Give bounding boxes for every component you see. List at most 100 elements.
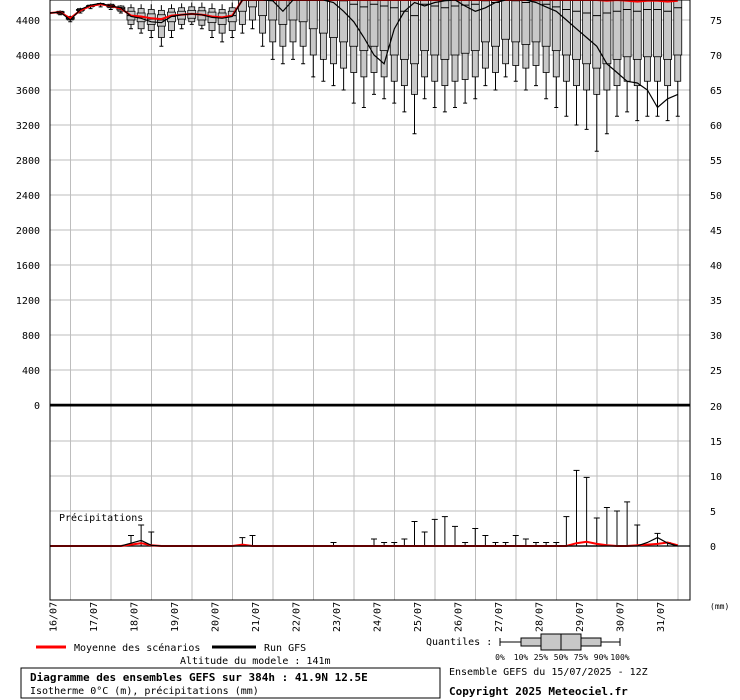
date-tick-label: 23/07 xyxy=(332,602,343,632)
precipitation-label: Précipitations xyxy=(59,512,143,524)
box-inner xyxy=(278,0,288,25)
box-inner xyxy=(339,0,349,43)
isotherm-box xyxy=(430,0,440,108)
isotherm-tick-label: 2000 xyxy=(16,226,40,237)
isotherm-tick-label: 2400 xyxy=(16,191,40,202)
quantile-label: 100% xyxy=(610,653,629,662)
precip-whisker xyxy=(452,525,458,546)
isotherm-box xyxy=(582,0,592,130)
box-outer xyxy=(289,0,297,43)
box-outer xyxy=(269,0,277,43)
isotherm-box xyxy=(308,0,318,78)
isotherm-box xyxy=(258,0,268,47)
precip-whisker xyxy=(593,517,600,546)
isotherm-tick-label: 3200 xyxy=(16,121,40,132)
box-inner xyxy=(531,0,541,43)
quantiles-title: Quantiles : xyxy=(426,637,492,648)
isotherm-box xyxy=(491,0,500,91)
precip-whisker xyxy=(431,518,438,546)
precip-whisker xyxy=(624,501,631,546)
box-inner xyxy=(653,0,662,58)
precip-whisker xyxy=(249,535,256,546)
precipitation-whiskers xyxy=(128,469,671,546)
box-inner xyxy=(491,0,500,47)
box-inner xyxy=(318,0,328,34)
isotherm-box xyxy=(521,0,531,91)
precip-whisker xyxy=(401,538,408,546)
isotherm-box xyxy=(237,0,247,34)
legend-mean-label: Moyenne des scénarios xyxy=(74,642,200,654)
precip-whisker xyxy=(563,516,570,546)
right-axis-top-labels: 25 30 35 40 45 50 55 60 65 70 75 xyxy=(710,16,722,377)
precip-whisker xyxy=(512,535,519,546)
isotherm-box xyxy=(349,0,359,104)
quantile-label: 0% xyxy=(495,653,505,662)
box-inner xyxy=(430,0,440,56)
box-inner xyxy=(268,0,278,21)
right-axis-tick-label: 45 xyxy=(710,226,722,237)
precip-whisker xyxy=(472,528,479,546)
box-inner xyxy=(389,0,399,56)
precip-whisker xyxy=(634,524,641,546)
isotherm-box xyxy=(248,0,257,30)
units-label: (mm) xyxy=(710,602,729,611)
box-inner xyxy=(663,0,673,60)
right-axis-tick-label: 25 xyxy=(710,366,722,377)
isotherm-box xyxy=(278,0,288,65)
right-axis-tick-label: 70 xyxy=(710,51,722,62)
box-inner xyxy=(622,0,632,58)
isotherm-tick-label: 0 xyxy=(34,401,40,412)
isotherm-tick-label: 400 xyxy=(22,366,40,377)
isotherm-tick-label: 800 xyxy=(22,331,40,342)
isotherm-box xyxy=(622,0,632,113)
right-axis-tick-label: 75 xyxy=(710,16,722,27)
precip-tick-label: 15 xyxy=(710,437,722,448)
box-inner xyxy=(379,0,389,52)
box-inner xyxy=(521,0,531,45)
copyright-label: Copyright 2025 Meteociel.fr xyxy=(449,685,628,698)
box-inner xyxy=(673,0,683,56)
chart-title: Diagramme des ensembles GEFS sur 384h : … xyxy=(30,671,368,684)
box-inner xyxy=(399,0,409,60)
precip-whisker xyxy=(573,469,580,546)
isotherm-box xyxy=(420,0,430,100)
date-tick-label: 29/07 xyxy=(575,602,586,632)
right-axis-tick-label: 40 xyxy=(710,261,722,272)
date-tick-label: 16/07 xyxy=(49,602,60,632)
box-inner xyxy=(329,0,338,38)
date-tick-label: 20/07 xyxy=(211,602,222,632)
isotherm-box xyxy=(480,0,490,87)
precip-whisker xyxy=(441,516,448,546)
box-inner xyxy=(470,0,480,52)
precip-whisker xyxy=(482,535,489,546)
isotherm-box xyxy=(318,0,328,82)
box-inner xyxy=(612,0,622,60)
legend-run-label: Run GFS xyxy=(264,643,306,654)
date-tick-labels: 16/07 17/07 18/07 19/07 20/07 21/07 22/07 23/07… xyxy=(49,602,668,632)
precip-whisker xyxy=(614,510,620,546)
precip-whisker xyxy=(603,507,610,546)
isotherm-box xyxy=(551,0,561,108)
box-inner xyxy=(602,0,612,65)
isotherm-box xyxy=(268,0,278,60)
isotherm-box xyxy=(379,0,389,100)
altitude-label: Altitude du modele : 141m xyxy=(180,656,331,667)
box-inner xyxy=(642,0,652,58)
precip-tick-label: 10 xyxy=(710,472,722,483)
box-inner xyxy=(298,0,308,23)
precipitation-run-line xyxy=(50,536,678,547)
isotherm-box xyxy=(288,0,298,60)
isotherm-box xyxy=(642,0,652,117)
box-inner xyxy=(308,0,318,30)
box-inner xyxy=(551,0,561,52)
box-inner xyxy=(288,0,298,21)
quantile-label: 10% xyxy=(514,653,529,662)
isotherm-tick-label: 4400 xyxy=(16,16,40,27)
box-inner xyxy=(248,0,257,8)
isotherm-box xyxy=(460,0,470,104)
isotherm-box xyxy=(501,0,511,78)
isotherm-tick-label: 4000 xyxy=(16,51,40,62)
isotherm-tick-label: 1200 xyxy=(16,296,40,307)
box-inner xyxy=(511,0,521,43)
